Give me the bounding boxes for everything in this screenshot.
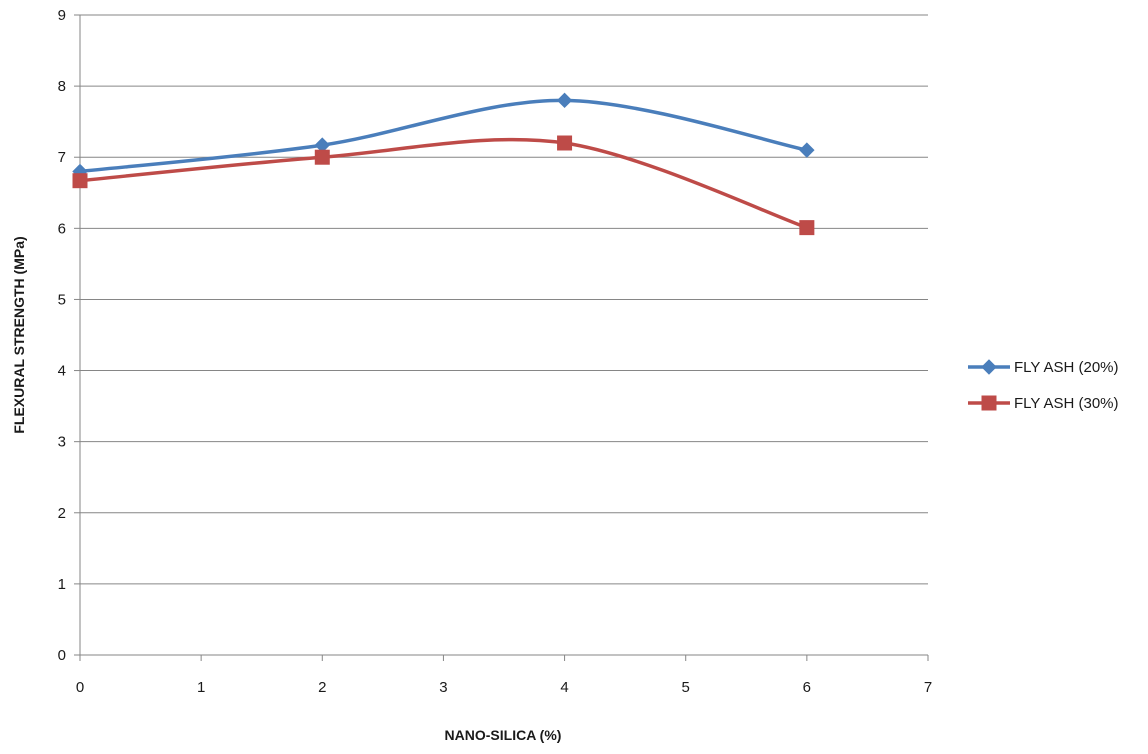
y-tick-label-5: 5 — [58, 291, 66, 308]
y-tick-label-7: 7 — [58, 149, 66, 166]
legend-label-2: FLY ASH (30%) — [1014, 395, 1119, 412]
series-2-point-6 — [799, 220, 815, 236]
legend-label-1: FLY ASH (20%) — [1014, 359, 1119, 376]
legend-marker-1 — [981, 359, 997, 375]
grid-lines — [80, 14, 928, 585]
y-axis-title: FLEXURAL STRENGTH (MPa) — [11, 236, 27, 433]
series-1 — [72, 92, 815, 180]
series-1-line — [78, 98, 809, 174]
y-tick-label-0: 0 — [58, 647, 66, 664]
series-1-point-4 — [556, 92, 573, 109]
y-tick-label-8: 8 — [58, 78, 66, 95]
series-2-point-0 — [72, 173, 88, 189]
legend-marker-2 — [981, 395, 997, 411]
axis-ticks: 0 1 2 3 4 5 6 7 8 9 0 1 2 3 4 5 6 7 — [58, 7, 933, 696]
x-tick-label-4: 4 — [560, 679, 568, 696]
legend: FLY ASH (20%) FLY ASH (30%) — [968, 359, 1119, 412]
legend-item-1: FLY ASH (20%) — [968, 359, 1119, 376]
x-axis-title: NANO-SILICA (%) — [445, 727, 562, 743]
x-tick-label-2: 2 — [318, 679, 326, 696]
x-tick-label-3: 3 — [439, 679, 447, 696]
x-tick-label-0: 0 — [76, 679, 84, 696]
series-1-point-6 — [799, 142, 815, 158]
data-series — [72, 92, 815, 236]
series-2-point-2 — [314, 149, 330, 165]
y-tick-label-1: 1 — [58, 576, 66, 593]
x-tick-label-5: 5 — [682, 679, 690, 696]
y-tick-label-3: 3 — [58, 434, 66, 451]
x-tick-label-6: 6 — [803, 679, 811, 696]
y-tick-label-4: 4 — [58, 363, 66, 380]
axes — [79, 15, 928, 656]
x-tick-label-7: 7 — [924, 679, 932, 696]
y-tick-label-2: 2 — [58, 505, 66, 522]
series-2 — [72, 135, 815, 236]
series-2-line — [78, 137, 809, 230]
y-tick-label-6: 6 — [58, 220, 66, 237]
legend-item-2: FLY ASH (30%) — [968, 395, 1119, 412]
x-tick-label-1: 1 — [197, 679, 205, 696]
series-2-point-4 — [557, 135, 573, 151]
y-tick-label-9: 9 — [58, 7, 66, 24]
